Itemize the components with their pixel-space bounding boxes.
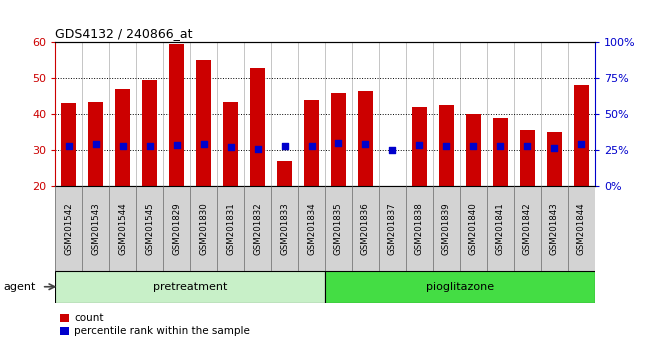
Text: GSM201841: GSM201841: [496, 202, 505, 255]
Bar: [196, 61, 211, 186]
Text: GSM201840: GSM201840: [469, 202, 478, 255]
Bar: [277, 161, 292, 186]
Text: agent: agent: [3, 282, 36, 292]
Text: pretreatment: pretreatment: [153, 282, 228, 292]
Bar: [574, 85, 589, 186]
Point: [280, 144, 290, 149]
Point: [333, 140, 344, 146]
Point: [226, 144, 236, 150]
Bar: [88, 102, 103, 186]
Point: [118, 144, 128, 149]
Text: GSM201835: GSM201835: [334, 202, 343, 255]
Bar: [439, 105, 454, 186]
Bar: [493, 118, 508, 186]
Point: [252, 146, 263, 152]
Legend: count, percentile rank within the sample: count, percentile rank within the sample: [60, 313, 250, 336]
Text: GSM201545: GSM201545: [145, 202, 154, 255]
Point: [306, 143, 317, 149]
Bar: [61, 103, 76, 186]
Point: [198, 142, 209, 147]
Text: GSM201844: GSM201844: [577, 202, 586, 255]
Point: [495, 144, 506, 149]
Bar: [520, 130, 535, 186]
Bar: [55, 271, 325, 303]
Text: GSM201833: GSM201833: [280, 202, 289, 255]
Text: pioglitazone: pioglitazone: [426, 282, 494, 292]
Bar: [466, 114, 481, 186]
Text: GSM201834: GSM201834: [307, 202, 316, 255]
Bar: [250, 68, 265, 186]
Point: [64, 144, 74, 149]
Text: GSM201839: GSM201839: [442, 202, 451, 255]
Point: [441, 144, 452, 149]
Point: [172, 142, 182, 148]
Text: GSM201836: GSM201836: [361, 202, 370, 255]
Point: [549, 145, 560, 151]
Text: GSM201837: GSM201837: [388, 202, 397, 255]
Bar: [358, 91, 373, 186]
Text: GSM201544: GSM201544: [118, 202, 127, 255]
Point: [468, 144, 478, 149]
Bar: [142, 80, 157, 186]
Text: GDS4132 / 240866_at: GDS4132 / 240866_at: [55, 27, 193, 40]
Point: [522, 144, 532, 149]
Point: [360, 141, 370, 147]
Text: GSM201829: GSM201829: [172, 202, 181, 255]
Bar: [331, 93, 346, 186]
Bar: [115, 89, 130, 186]
Text: GSM201830: GSM201830: [199, 202, 208, 255]
Bar: [169, 44, 184, 186]
Text: GSM201543: GSM201543: [91, 202, 100, 255]
Text: GSM201842: GSM201842: [523, 202, 532, 255]
Bar: [547, 132, 562, 186]
Text: GSM201542: GSM201542: [64, 202, 73, 255]
Point: [387, 147, 398, 153]
Bar: [412, 107, 427, 186]
Bar: [304, 100, 319, 186]
Point: [90, 142, 101, 147]
Text: GSM201843: GSM201843: [550, 202, 559, 255]
Bar: [325, 271, 595, 303]
Text: GSM201838: GSM201838: [415, 202, 424, 255]
Bar: [223, 102, 238, 186]
Text: GSM201832: GSM201832: [253, 202, 262, 255]
Text: GSM201831: GSM201831: [226, 202, 235, 255]
Point: [414, 142, 424, 148]
Point: [576, 142, 586, 147]
Point: [144, 143, 155, 149]
